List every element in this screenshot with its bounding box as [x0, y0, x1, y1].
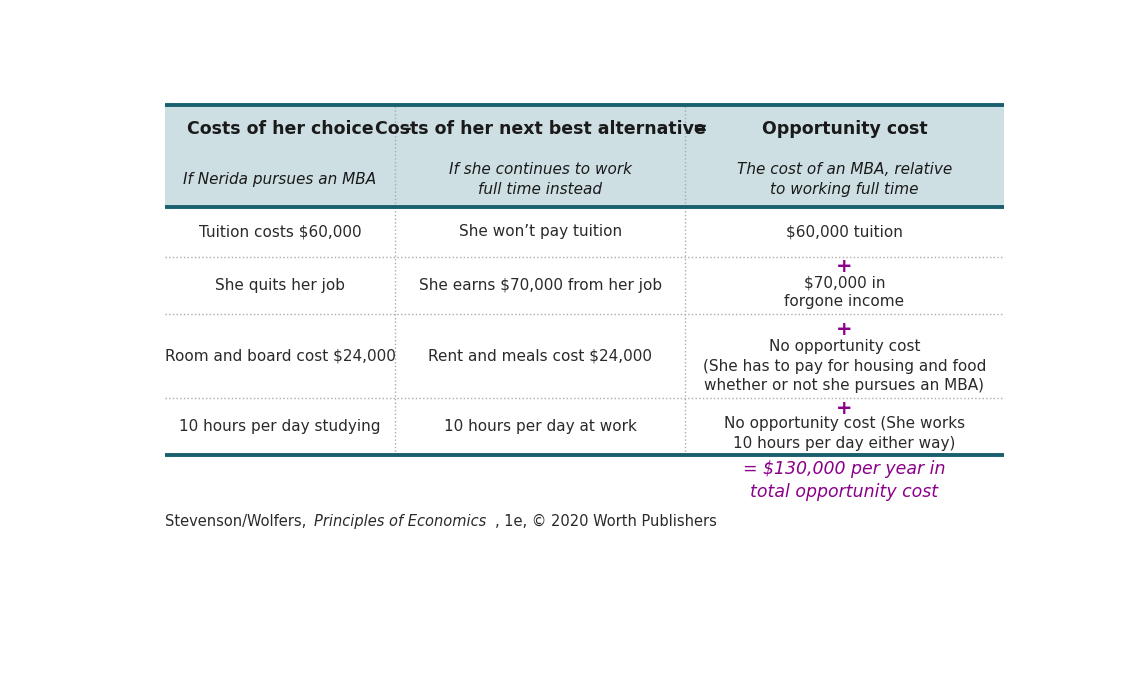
Text: Stevenson/Wolfers,: Stevenson/Wolfers, — [164, 515, 310, 530]
Text: $60,000 tuition: $60,000 tuition — [785, 224, 903, 239]
Text: +: + — [837, 257, 853, 276]
Text: She quits her job: She quits her job — [215, 278, 345, 293]
Text: Rent and meals cost $24,000: Rent and meals cost $24,000 — [429, 348, 652, 363]
Text: Principles of Economics: Principles of Economics — [315, 515, 487, 530]
Text: = $130,000 per year in
total opportunity cost: = $130,000 per year in total opportunity… — [743, 460, 946, 501]
Text: 10 hours per day at work: 10 hours per day at work — [443, 419, 636, 434]
Text: +: + — [837, 320, 853, 339]
Text: =: = — [692, 120, 707, 138]
Text: +: + — [837, 399, 853, 418]
Text: She won’t pay tuition: She won’t pay tuition — [458, 224, 621, 239]
Text: The cost of an MBA, relative
to working full time: The cost of an MBA, relative to working … — [736, 162, 952, 197]
Text: Costs of her next best alternative: Costs of her next best alternative — [375, 120, 706, 138]
Text: 10 hours per day studying: 10 hours per day studying — [179, 419, 381, 434]
Text: Costs of her choice: Costs of her choice — [187, 120, 373, 138]
Text: She earns $70,000 from her job: She earns $70,000 from her job — [418, 278, 661, 293]
Text: If she continues to work
full time instead: If she continues to work full time inste… — [449, 162, 632, 197]
Text: Room and board cost $24,000: Room and board cost $24,000 — [164, 348, 396, 363]
Text: , 1e, © 2020 Worth Publishers: , 1e, © 2020 Worth Publishers — [496, 515, 717, 530]
Text: If Nerida pursues an MBA: If Nerida pursues an MBA — [184, 172, 376, 187]
Text: No opportunity cost
(She has to pay for housing and food
whether or not she purs: No opportunity cost (She has to pay for … — [702, 340, 986, 392]
Bar — [164, 105, 1004, 207]
Text: $70,000 in
forgone income: $70,000 in forgone income — [784, 275, 904, 310]
Text: Tuition costs $60,000: Tuition costs $60,000 — [198, 224, 361, 239]
Text: –: – — [402, 120, 412, 138]
Text: No opportunity cost (She works
10 hours per day either way): No opportunity cost (She works 10 hours … — [724, 416, 964, 451]
Text: Opportunity cost: Opportunity cost — [762, 120, 927, 138]
